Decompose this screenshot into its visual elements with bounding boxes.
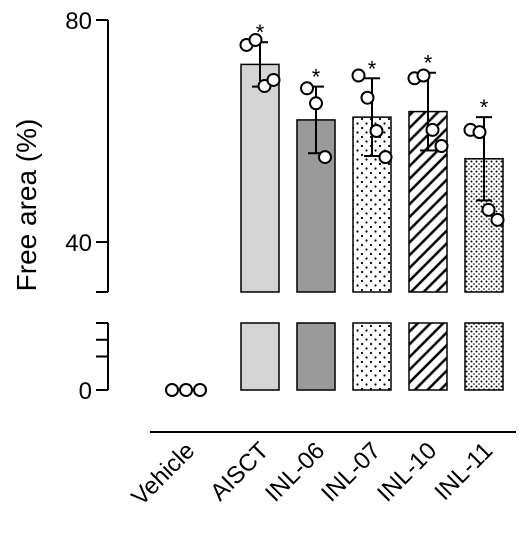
data-point [481, 202, 496, 217]
bar [240, 63, 280, 293]
data-point [360, 90, 375, 105]
y-tick-label: 0 [79, 378, 92, 405]
data-point [300, 81, 314, 96]
x-tick-label: Vehicle [126, 437, 200, 511]
y-tick-label: 80 [65, 8, 92, 35]
data-point [179, 383, 193, 397]
data-point [351, 68, 366, 83]
x-tick-label: INL-10 [372, 437, 442, 507]
x-tick-label: INL-07 [316, 437, 386, 507]
data-point [490, 212, 505, 227]
y-tick-label: 40 [65, 230, 92, 257]
significance-mark: * [424, 51, 433, 76]
data-point [369, 124, 384, 139]
data-point [309, 96, 323, 111]
x-tick-label: INL-06 [260, 437, 330, 507]
y-axis-title: Free area (%) [11, 119, 42, 292]
data-point [425, 122, 440, 137]
data-point [266, 72, 281, 87]
x-tick-label: INL-11 [429, 437, 498, 506]
significance-mark: * [312, 65, 321, 90]
data-point [434, 139, 449, 154]
data-point [318, 150, 332, 165]
significance-mark: * [480, 95, 489, 120]
significance-mark: * [256, 20, 265, 45]
bar-base [408, 322, 448, 391]
bar-base [352, 322, 392, 391]
bar-base [296, 322, 336, 391]
bar-base [240, 322, 280, 391]
data-point [416, 68, 431, 83]
data-point [472, 125, 487, 140]
data-point [378, 150, 393, 165]
significance-mark: * [368, 56, 377, 81]
data-point [193, 383, 207, 397]
data-point [248, 32, 263, 47]
data-point [165, 383, 179, 397]
bar-base [464, 322, 504, 391]
x-tick-label: AISCT [205, 437, 274, 506]
